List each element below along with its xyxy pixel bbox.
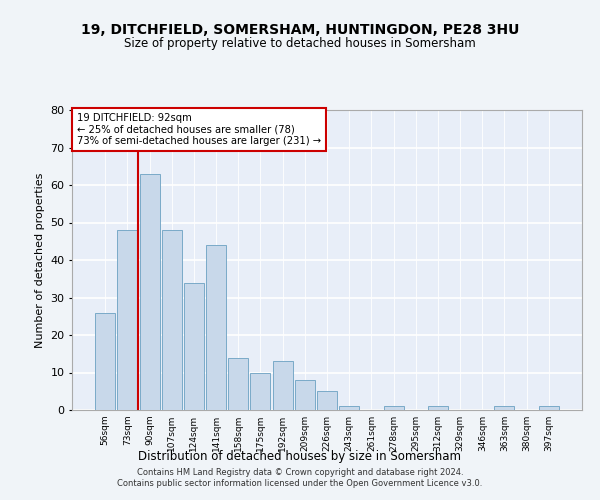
Bar — [539, 406, 559, 410]
Bar — [95, 312, 115, 410]
Bar — [494, 406, 514, 410]
Bar — [140, 174, 160, 410]
Y-axis label: Number of detached properties: Number of detached properties — [35, 172, 44, 348]
Bar — [250, 372, 271, 410]
Bar — [295, 380, 315, 410]
Bar — [162, 230, 182, 410]
Text: Distribution of detached houses by size in Somersham: Distribution of detached houses by size … — [139, 450, 461, 463]
Bar — [184, 282, 204, 410]
Bar — [383, 406, 404, 410]
Bar — [428, 406, 448, 410]
Bar — [228, 358, 248, 410]
Text: Size of property relative to detached houses in Somersham: Size of property relative to detached ho… — [124, 38, 476, 51]
Bar — [118, 230, 137, 410]
Text: Contains HM Land Registry data © Crown copyright and database right 2024.
Contai: Contains HM Land Registry data © Crown c… — [118, 468, 482, 487]
Bar — [206, 245, 226, 410]
Bar — [339, 406, 359, 410]
Bar — [317, 391, 337, 410]
Text: 19, DITCHFIELD, SOMERSHAM, HUNTINGDON, PE28 3HU: 19, DITCHFIELD, SOMERSHAM, HUNTINGDON, P… — [81, 22, 519, 36]
Text: 19 DITCHFIELD: 92sqm
← 25% of detached houses are smaller (78)
73% of semi-detac: 19 DITCHFIELD: 92sqm ← 25% of detached h… — [77, 113, 321, 146]
Bar — [272, 361, 293, 410]
